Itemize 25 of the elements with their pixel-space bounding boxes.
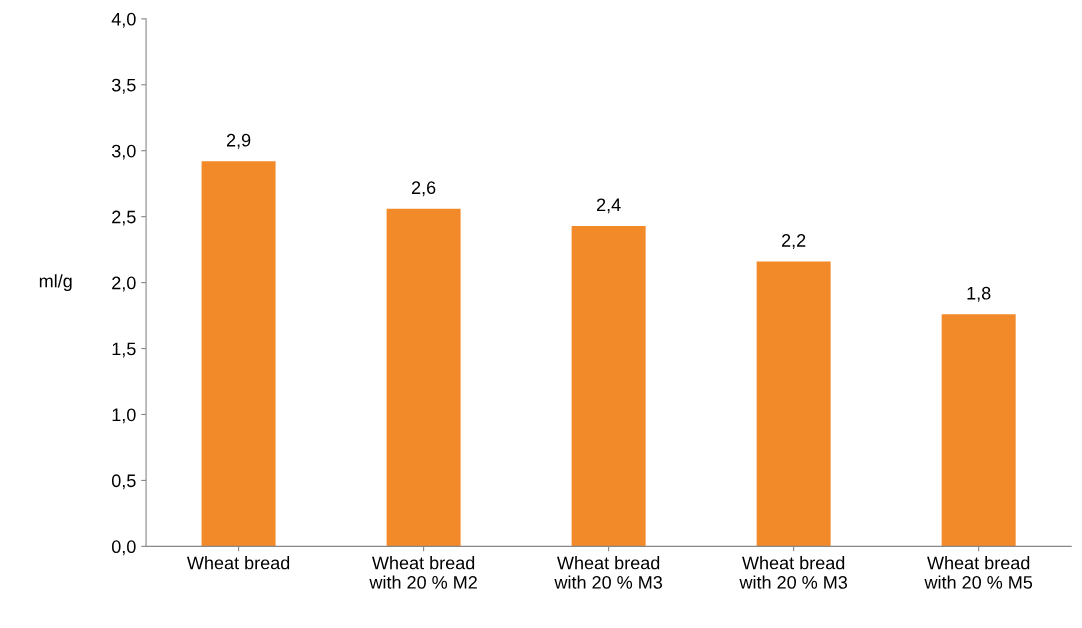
y-tick-label: 3,0 xyxy=(111,144,136,160)
y-axis-title: ml/g xyxy=(39,274,72,292)
bar xyxy=(201,161,276,547)
data-label: 1,8 xyxy=(967,286,991,302)
data-label: 2,4 xyxy=(596,198,621,214)
data-label: 2,6 xyxy=(411,181,436,197)
bar xyxy=(571,225,646,547)
bar xyxy=(386,208,461,547)
y-tick-label: 1,5 xyxy=(112,342,136,358)
x-tick-label: Wheat bread with 20 % M3 xyxy=(739,556,848,589)
data-label: 2,2 xyxy=(782,234,806,249)
x-tick-label: Wheat bread with 20 % M5 xyxy=(924,556,1033,589)
data-label: 2,9 xyxy=(226,133,251,149)
y-tick-label: 0,5 xyxy=(111,474,136,490)
bar xyxy=(756,261,831,547)
bar xyxy=(941,314,1016,547)
y-tick-label: 2,0 xyxy=(112,276,136,292)
x-tick-label: Wheat bread with 20 % M2 xyxy=(369,556,477,589)
x-tick-label: Wheat bread with 20 % M3 xyxy=(554,556,663,589)
y-tick-label: 3,5 xyxy=(111,78,136,94)
y-tick-label: 4,0 xyxy=(111,12,136,28)
y-tick-label: 2,5 xyxy=(112,210,136,226)
x-tick-label: Wheat bread xyxy=(186,556,290,570)
y-tick-label: 1,0 xyxy=(112,408,136,424)
y-tick-label: 0,0 xyxy=(111,540,136,556)
